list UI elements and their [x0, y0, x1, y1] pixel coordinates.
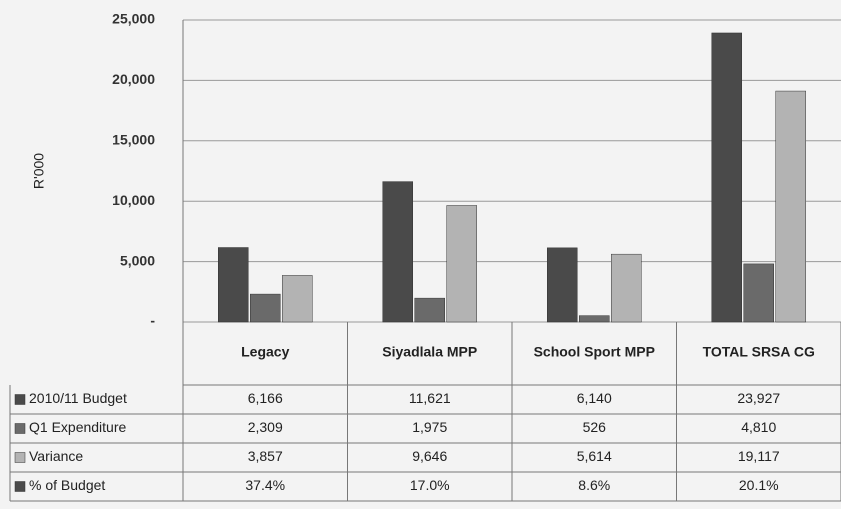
legend-swatch — [14, 452, 26, 463]
bar — [250, 293, 281, 323]
table-cell: 9,646 — [412, 448, 447, 464]
legend-swatch — [14, 394, 26, 405]
bar — [547, 247, 578, 323]
x-tick-label: Legacy — [241, 344, 289, 360]
bar — [382, 181, 413, 323]
y-tick-label: 5,000 — [120, 252, 155, 268]
table-cell: 4,810 — [741, 419, 776, 435]
table-cell: 6,140 — [577, 390, 612, 406]
legend-label: % of Budget — [29, 477, 105, 493]
legend-swatch — [14, 423, 26, 434]
legend-label: Variance — [29, 448, 83, 464]
bar — [711, 32, 742, 323]
table-cell: 20.1% — [739, 477, 779, 493]
table-cell: 3,857 — [248, 448, 283, 464]
table-cell: 526 — [583, 419, 607, 435]
y-axis-label: R'000 — [31, 153, 47, 189]
bar — [775, 90, 806, 323]
table-cell: 1,975 — [412, 419, 447, 435]
legend-swatch — [14, 481, 26, 492]
y-tick-label: 10,000 — [112, 192, 155, 208]
table-cell: 17.0% — [410, 477, 450, 493]
x-tick-label: School Sport MPP — [534, 344, 655, 360]
y-tick-label: - — [150, 313, 155, 329]
y-tick-label: 15,000 — [112, 132, 155, 148]
legend-label: 2010/11 Budget — [29, 390, 127, 406]
y-tick-label: 25,000 — [112, 11, 155, 27]
table-cell: 19,117 — [738, 448, 780, 464]
bar — [282, 275, 313, 323]
y-tick-label: 20,000 — [112, 71, 155, 87]
x-tick-label: TOTAL SRSA CG — [703, 344, 815, 360]
bar — [446, 205, 477, 323]
bar — [743, 263, 774, 323]
table-cell: 5,614 — [577, 448, 612, 464]
table-cell: 6,166 — [248, 390, 283, 406]
table-cell: 37.4% — [245, 477, 285, 493]
table-cell: 23,927 — [737, 390, 780, 406]
legend-label: Q1 Expenditure — [29, 419, 126, 435]
bar — [414, 297, 445, 323]
x-tick-label: Siyadlala MPP — [382, 344, 477, 360]
table-cell: 2,309 — [248, 419, 283, 435]
bar — [611, 253, 642, 323]
bar — [218, 247, 249, 323]
table-cell: 11,621 — [409, 390, 451, 406]
bar — [579, 315, 610, 323]
table-cell: 8.6% — [578, 477, 610, 493]
